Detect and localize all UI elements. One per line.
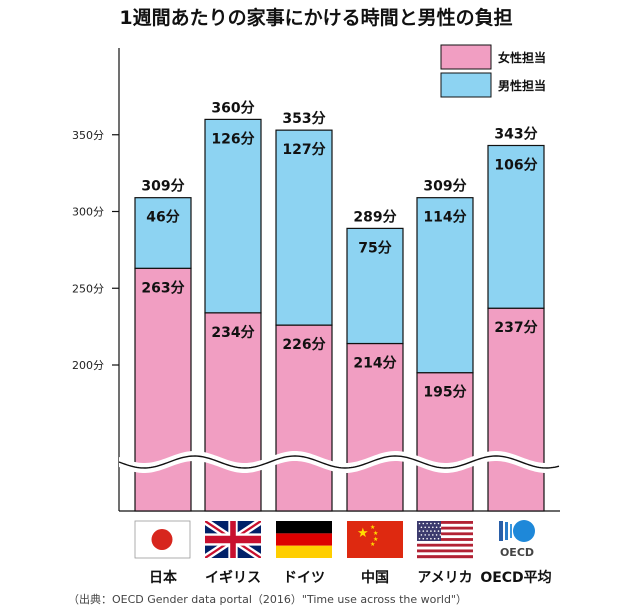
- legend-label-female: 女性担当: [498, 50, 546, 65]
- bar-male: [134, 197, 192, 269]
- total-label: 353分: [282, 111, 325, 127]
- male-value-label: 126分: [211, 131, 254, 147]
- bar-female: [487, 307, 545, 512]
- y-tick-label: 200分: [72, 359, 104, 372]
- female-value-label: 263分: [141, 280, 184, 296]
- bar-female: [134, 267, 192, 512]
- bar-male: [275, 129, 333, 326]
- category-label: アメリカ: [417, 570, 472, 586]
- female-value-label: 234分: [211, 325, 254, 341]
- category-label: イギリス: [205, 569, 261, 586]
- axis-break-line: [118, 455, 560, 469]
- y-tick-label: 250分: [72, 282, 104, 295]
- total-label: 289分: [353, 209, 396, 225]
- male-value-label: 75分: [358, 240, 391, 256]
- legend-label-male: 男性担当: [498, 78, 546, 93]
- germany-flag-icon: [276, 521, 332, 558]
- male-value-label: 114分: [423, 210, 466, 226]
- svg-text:★: ★: [373, 530, 378, 537]
- oecd-logo-text: OECD: [500, 546, 534, 559]
- category-label: OECD平均: [480, 569, 551, 586]
- male-value-label: 127分: [282, 142, 325, 158]
- female-value-label: 226分: [282, 337, 325, 353]
- category-label: ドイツ: [283, 570, 325, 586]
- japan-flag-icon: [134, 520, 191, 559]
- bar-female: [275, 324, 333, 512]
- chart-title: 1週間あたりの家事にかける時間と男性の負担: [119, 6, 512, 29]
- bar-male: [346, 227, 404, 345]
- y-tick-label: 300分: [72, 206, 104, 219]
- category-label: 中国: [361, 569, 389, 586]
- legend-swatch-female: [440, 44, 492, 70]
- bar-male: [487, 144, 545, 309]
- total-label: 360分: [211, 100, 254, 116]
- male-value-label: 106分: [494, 157, 537, 173]
- bar-female: [204, 312, 262, 512]
- oecd-logo-icon: OECD: [499, 520, 535, 559]
- male-value-label: 46分: [146, 210, 179, 226]
- female-value-label: 195分: [423, 385, 466, 401]
- svg-text:★: ★: [357, 526, 369, 541]
- bar-female: [346, 342, 404, 512]
- legend-swatch-male: [440, 72, 492, 98]
- bar-male: [416, 197, 474, 374]
- total-label: 309分: [423, 179, 466, 195]
- total-label: 309分: [141, 179, 184, 195]
- category-label: 日本: [149, 569, 178, 586]
- usa-flag-icon: [417, 521, 473, 559]
- female-value-label: 237分: [494, 320, 537, 336]
- y-tick-label: 350分: [72, 129, 104, 142]
- svg-text:★: ★: [373, 536, 378, 543]
- female-value-label: 214分: [353, 356, 396, 372]
- source-note: （出典：OECD Gender data portal（2016）"Time u…: [68, 592, 467, 606]
- bar-male: [204, 118, 262, 314]
- legend: 女性担当 男性担当: [440, 44, 546, 98]
- svg-text:★: ★: [370, 524, 375, 531]
- total-label: 343分: [494, 126, 537, 142]
- svg-text:★: ★: [370, 541, 375, 548]
- china-flag-icon: ★ ★ ★ ★ ★: [347, 521, 403, 558]
- uk-flag-icon: [205, 521, 261, 558]
